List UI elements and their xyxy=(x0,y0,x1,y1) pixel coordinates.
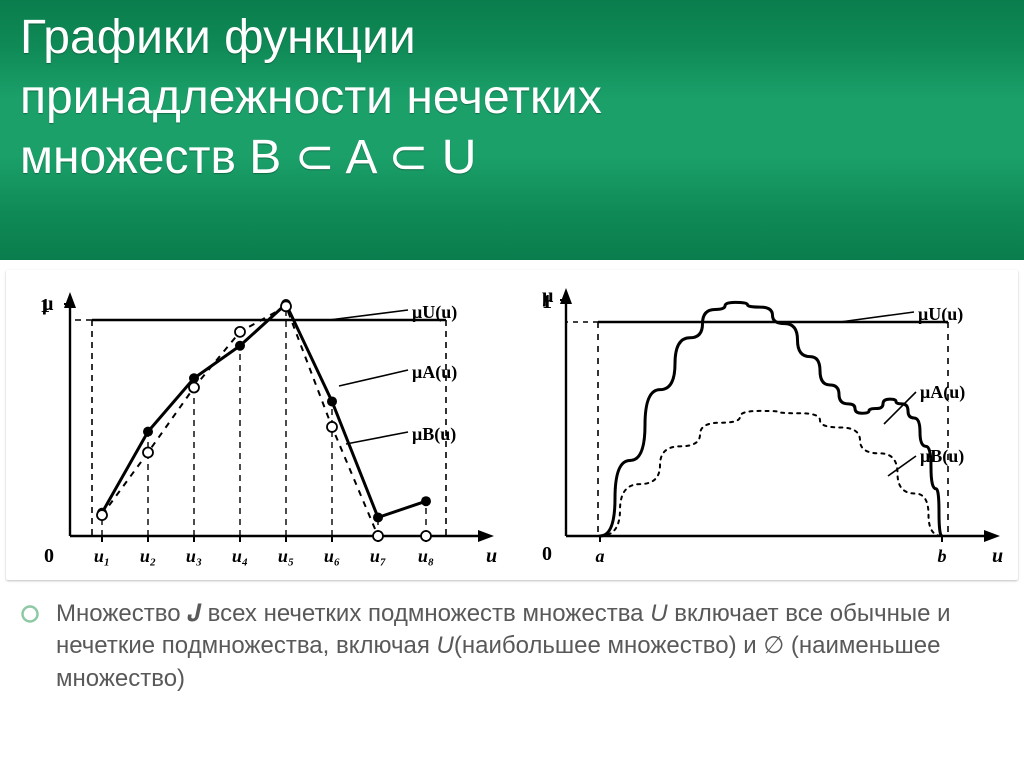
svg-text:μU(u): μU(u) xyxy=(918,304,963,325)
title-line: Графики функции xyxy=(20,11,416,64)
svg-text:b: b xyxy=(938,546,947,566)
svg-text:1: 1 xyxy=(542,291,552,313)
svg-text:μA(u): μA(u) xyxy=(412,362,457,383)
svg-text:u₁: u₁ xyxy=(94,546,110,566)
svg-text:u₄: u₄ xyxy=(232,546,248,566)
svg-text:μA(u): μA(u) xyxy=(920,382,965,403)
svg-text:μU(u): μU(u) xyxy=(412,302,457,323)
svg-text:0: 0 xyxy=(542,543,552,565)
svg-text:μB(u): μB(u) xyxy=(920,446,964,467)
svg-text:a: a xyxy=(596,546,605,566)
svg-text:u₇: u₇ xyxy=(370,546,386,566)
svg-text:u: u xyxy=(486,545,497,567)
slide-title: Графики функции принадлежности нечетких … xyxy=(20,8,1004,188)
slide: Графики функции принадлежности нечетких … xyxy=(0,0,1024,767)
svg-text:u₅: u₅ xyxy=(278,546,294,566)
right-chart: μ10uabμU(u)μA(u)μB(u) xyxy=(510,276,1010,576)
chart-card: μ10uu₁u₂u₃u₄u₅u₆u₇u₈μU(u)μA(u)μB(u) μ10u… xyxy=(6,270,1018,580)
svg-text:u₆: u₆ xyxy=(324,546,340,566)
bullet-icon xyxy=(20,604,40,624)
svg-text:u₂: u₂ xyxy=(140,546,156,566)
left-chart-container: μ10uu₁u₂u₃u₄u₅u₆u₇u₈μU(u)μA(u)μB(u) xyxy=(14,276,504,574)
bullet-text: Множество 𝑱 всех нечетких подмножеств мн… xyxy=(56,598,984,695)
svg-text:u₈: u₈ xyxy=(418,546,434,566)
svg-text:1: 1 xyxy=(40,295,50,317)
svg-text:μB(u): μB(u) xyxy=(412,424,456,445)
svg-text:u₃: u₃ xyxy=(186,546,202,566)
bullet-block: Множество 𝑱 всех нечетких подмножеств мн… xyxy=(20,598,984,695)
title-line: множеств B ⊂ A ⊂ U xyxy=(20,131,476,184)
bullet-circle-icon xyxy=(23,607,38,622)
left-chart: μ10uu₁u₂u₃u₄u₅u₆u₇u₈μU(u)μA(u)μB(u) xyxy=(14,276,504,576)
right-chart-container: μ10uabμU(u)μA(u)μB(u) xyxy=(510,276,1010,574)
title-line: принадлежности нечетких xyxy=(20,71,602,124)
svg-text:u: u xyxy=(992,545,1003,567)
svg-text:0: 0 xyxy=(44,545,54,567)
